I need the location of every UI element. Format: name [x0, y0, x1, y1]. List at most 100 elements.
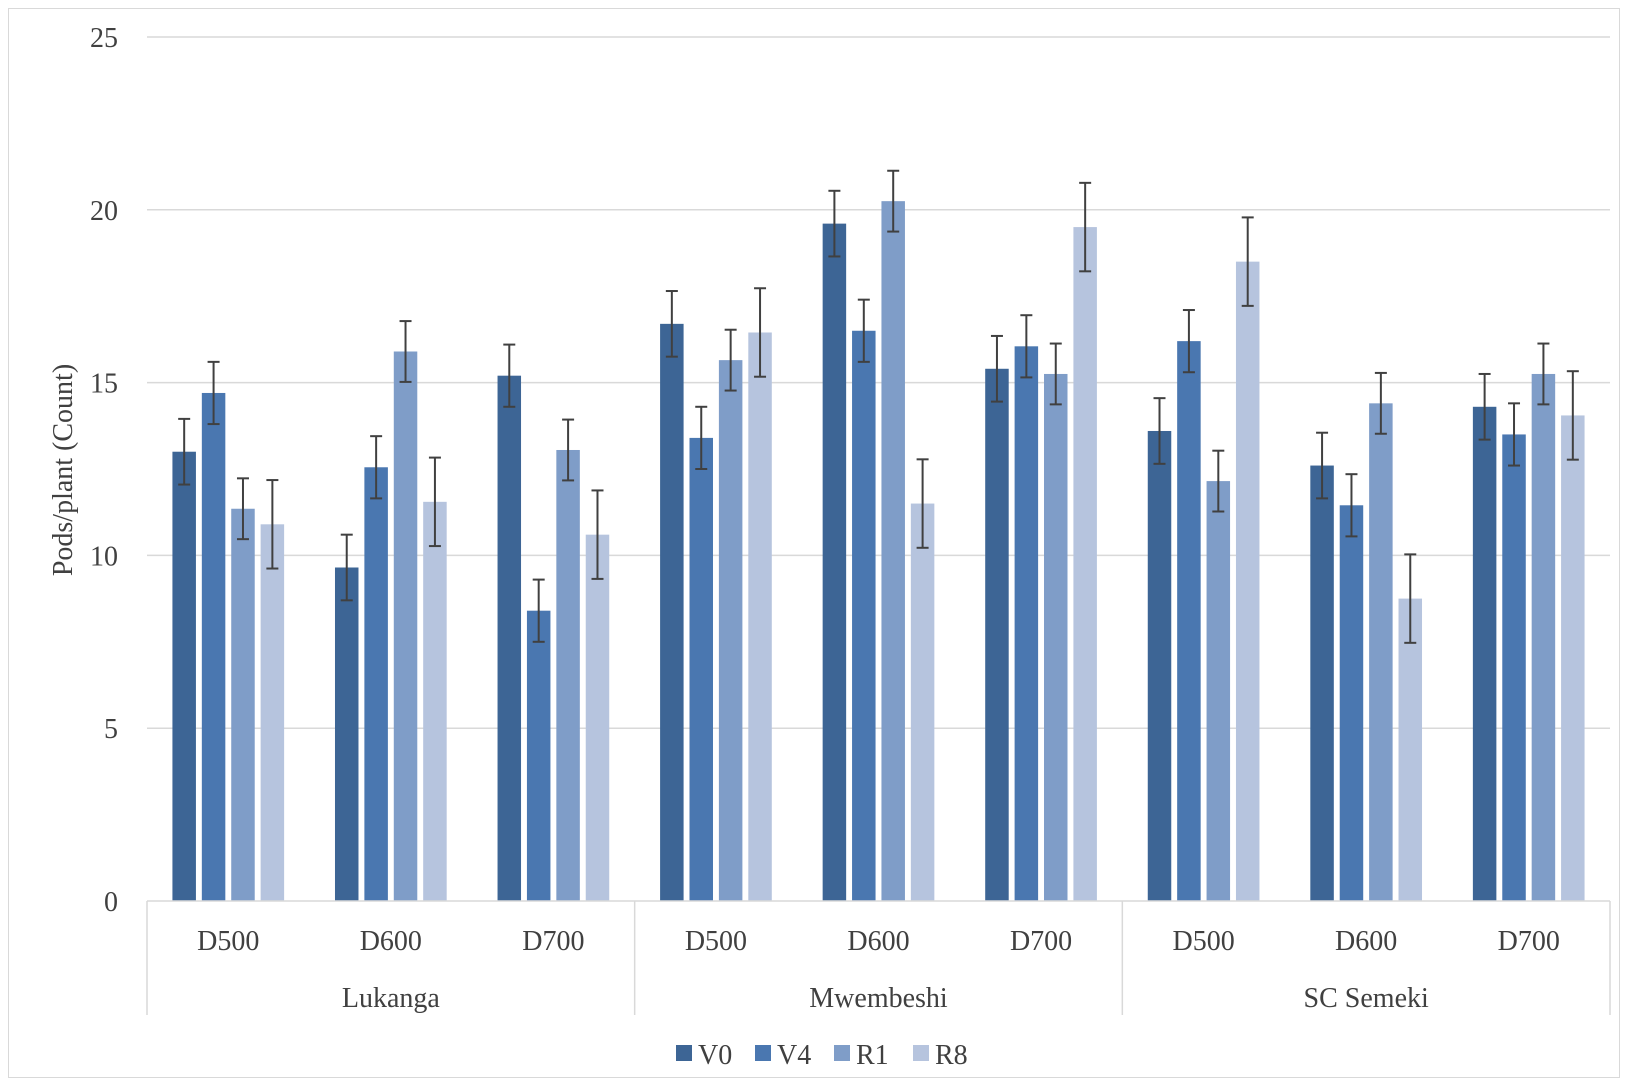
- bar-v0: [497, 375, 522, 901]
- error-bar: [1241, 216, 1254, 307]
- x-group-label: Lukanga: [342, 983, 441, 1014]
- bar-v4: [526, 610, 551, 901]
- bar-r1: [231, 508, 255, 901]
- y-tick-label: 10: [90, 541, 118, 572]
- error-bar: [266, 479, 279, 570]
- x-group-label: SC Semeki: [1304, 983, 1429, 1014]
- x-axis: D500 D600 D700 Lukanga D500 D600 D700 Mwembeshi…: [146, 900, 1611, 1015]
- bar-v0: [172, 451, 196, 901]
- bar-r8: [1398, 598, 1423, 901]
- error-bar: [1537, 342, 1550, 406]
- y-tick-label: 15: [90, 369, 118, 400]
- error-bar: [178, 417, 191, 486]
- x-category-label: D500: [1172, 926, 1234, 957]
- legend-swatch: [834, 1045, 850, 1061]
- bar-r8: [423, 501, 447, 901]
- bar-v0: [660, 323, 684, 901]
- legend-item-v0: V0: [676, 1040, 732, 1071]
- error-bar: [532, 578, 545, 643]
- bar-r8: [1073, 227, 1097, 901]
- error-bars: [178, 169, 1579, 644]
- error-bar: [1345, 473, 1358, 538]
- bar-v4: [1339, 505, 1364, 901]
- error-bar: [340, 533, 353, 602]
- error-bar: [754, 287, 767, 378]
- error-bar: [990, 334, 1003, 403]
- y-axis-ticks: 0 5 10 15 20 25: [90, 23, 118, 918]
- x-category-label: D600: [360, 926, 422, 957]
- x-category-label: D700: [522, 926, 584, 957]
- error-bar: [695, 405, 708, 470]
- y-tick-label: 5: [104, 714, 118, 745]
- bar-r8: [1235, 261, 1260, 901]
- x-category-label: D700: [1498, 926, 1560, 957]
- bar-r8: [910, 503, 935, 901]
- legend-swatch: [913, 1045, 929, 1061]
- error-bar: [503, 343, 516, 408]
- bar-v0: [334, 567, 359, 901]
- bars: [172, 201, 1585, 902]
- x-category-label: D700: [1010, 926, 1072, 957]
- legend-label: R1: [856, 1040, 889, 1071]
- legend: V0 V4 R1 R8: [676, 1040, 968, 1071]
- legend-item-r1: R1: [834, 1040, 889, 1071]
- error-bar: [428, 456, 441, 548]
- gridlines: [147, 36, 1610, 729]
- bar-r1: [881, 201, 905, 901]
- y-tick-label: 20: [90, 196, 118, 227]
- error-bar: [591, 489, 604, 580]
- error-bar: [916, 458, 929, 549]
- bar-v0: [1147, 430, 1172, 901]
- legend-swatch: [755, 1045, 771, 1061]
- error-bar: [1478, 372, 1491, 441]
- bar-v0: [1310, 465, 1334, 901]
- x-category-label: D500: [685, 926, 747, 957]
- legend-label: V0: [698, 1040, 732, 1071]
- x-category-label: D600: [1335, 926, 1397, 957]
- error-bar: [665, 290, 678, 358]
- bar-v4: [201, 392, 226, 901]
- bar-r8: [1561, 415, 1585, 901]
- error-bar: [1182, 309, 1195, 374]
- bar-r8: [260, 524, 285, 901]
- error-bar: [1566, 370, 1579, 461]
- error-bar: [1049, 342, 1062, 406]
- error-bar: [1374, 371, 1387, 435]
- legend-label: V4: [777, 1040, 811, 1071]
- error-bar: [1212, 449, 1225, 513]
- error-bar: [1316, 431, 1329, 500]
- legend-swatch: [676, 1045, 692, 1061]
- bar-r1: [1044, 373, 1068, 902]
- bar-r1: [1531, 373, 1556, 902]
- bar-v4: [364, 467, 388, 901]
- error-bar: [1079, 181, 1092, 273]
- bar-v0: [1472, 406, 1497, 901]
- error-bar: [1508, 402, 1521, 467]
- bar-r8: [585, 534, 610, 901]
- y-tick-label: 25: [90, 23, 118, 54]
- legend-item-r8: R8: [913, 1040, 968, 1071]
- legend-item-v4: V4: [755, 1040, 811, 1071]
- bar-r1: [556, 449, 580, 901]
- bar-v4: [1014, 346, 1039, 901]
- error-bar: [236, 477, 249, 541]
- y-tick-label: 0: [104, 887, 118, 918]
- x-category-label: D600: [847, 926, 909, 957]
- error-bar: [1153, 397, 1166, 465]
- error-bar: [370, 435, 383, 500]
- x-category-label: D500: [197, 926, 259, 957]
- error-bar: [1020, 314, 1033, 379]
- bar-r8: [748, 332, 772, 901]
- error-bar: [857, 298, 870, 363]
- legend-label: R8: [935, 1040, 968, 1071]
- bar-r1: [1206, 481, 1231, 901]
- bar-v4: [689, 437, 713, 901]
- error-bar: [562, 418, 575, 482]
- bar-r1: [718, 360, 743, 901]
- error-bar: [1404, 553, 1417, 644]
- error-bar: [828, 189, 841, 258]
- error-bar: [399, 320, 412, 383]
- y-axis-title: Pods/plant (Count): [48, 364, 79, 576]
- error-bar: [724, 328, 737, 392]
